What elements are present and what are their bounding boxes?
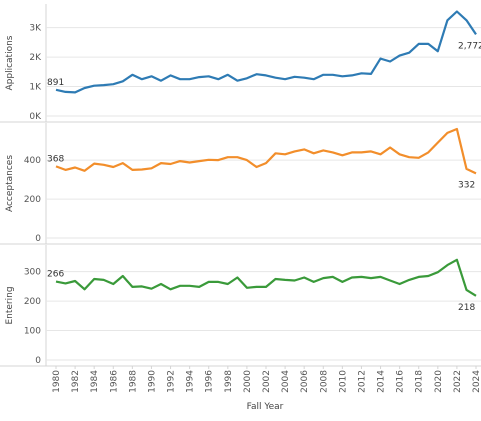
y-tick-label: 200 <box>24 195 41 205</box>
y-axis-title: Acceptances <box>5 155 15 212</box>
y-tick-label: 300 <box>24 268 41 278</box>
y-tick-label: 2K <box>29 53 42 63</box>
x-tick-label: 2006 <box>300 370 310 393</box>
end-value-label: 218 <box>458 303 475 313</box>
panel-acceptances: 0 200 400 Acceptances 368 332 <box>0 123 481 245</box>
x-tick-label: 1998 <box>224 370 234 393</box>
x-tick-label: 1992 <box>167 370 177 393</box>
y-tick-label: 0 <box>35 234 41 244</box>
panel-entering: 0 100 200 300 Entering 266 218 <box>0 245 481 367</box>
x-tick-label: 2014 <box>377 370 387 393</box>
x-tick-label: 1988 <box>128 370 138 393</box>
y-tick-label: 100 <box>24 327 41 337</box>
x-tick-label: 2022 <box>453 370 463 393</box>
y-tick-label: 1K <box>29 83 42 93</box>
x-tick-label: 2012 <box>357 370 367 393</box>
x-tick-label: 2004 <box>281 370 291 393</box>
y-axis-title: Entering <box>5 286 15 324</box>
x-axis-title: Fall Year <box>247 402 284 412</box>
x-tick-label: 2024 <box>472 370 481 393</box>
y-axis-title: Applications <box>5 35 15 90</box>
panel-applications: 0K 1K 2K 3K Applications 891 2,772 <box>0 4 481 123</box>
y-tick-label: 0 <box>35 356 41 366</box>
series-line-acceptances <box>55 127 477 175</box>
y-tick-label: 400 <box>24 156 41 166</box>
x-tick-label: 1996 <box>205 370 215 393</box>
x-tick-label: 1982 <box>71 370 81 393</box>
x-axis: 1980 1982 1984 1986 1988 1990 1992 1994 1996 1998… <box>52 366 481 393</box>
x-tick-label: 2016 <box>396 370 406 393</box>
x-tick-label: 2018 <box>415 370 425 393</box>
x-tick-label: 2008 <box>319 370 329 393</box>
end-value-label: 332 <box>458 180 475 190</box>
y-tick-label: 200 <box>24 297 41 307</box>
x-tick-label: 1984 <box>90 370 100 393</box>
x-tick-label: 2002 <box>262 370 272 393</box>
start-value-label: 368 <box>47 154 64 164</box>
x-tick-label: 1990 <box>147 370 157 393</box>
start-value-label: 891 <box>47 78 64 88</box>
x-tick-label: 1994 <box>186 370 196 393</box>
y-tick-label: 3K <box>29 24 42 34</box>
x-tick-label: 2010 <box>338 370 348 393</box>
series-line-applications <box>55 10 477 94</box>
series-line-entering <box>55 258 477 297</box>
y-tick-label: 0K <box>29 112 42 122</box>
x-tick-label: 1980 <box>52 370 62 393</box>
chart-panels: 0K 1K 2K 3K Applications 891 2,772 0 200 400 Accep… <box>0 4 481 367</box>
x-tick-label: 1986 <box>109 370 119 393</box>
x-tick-label: 2000 <box>243 370 253 393</box>
x-tick-label: 2020 <box>434 370 444 393</box>
end-value-label: 2,772 <box>458 41 481 51</box>
start-value-label: 266 <box>47 270 64 280</box>
